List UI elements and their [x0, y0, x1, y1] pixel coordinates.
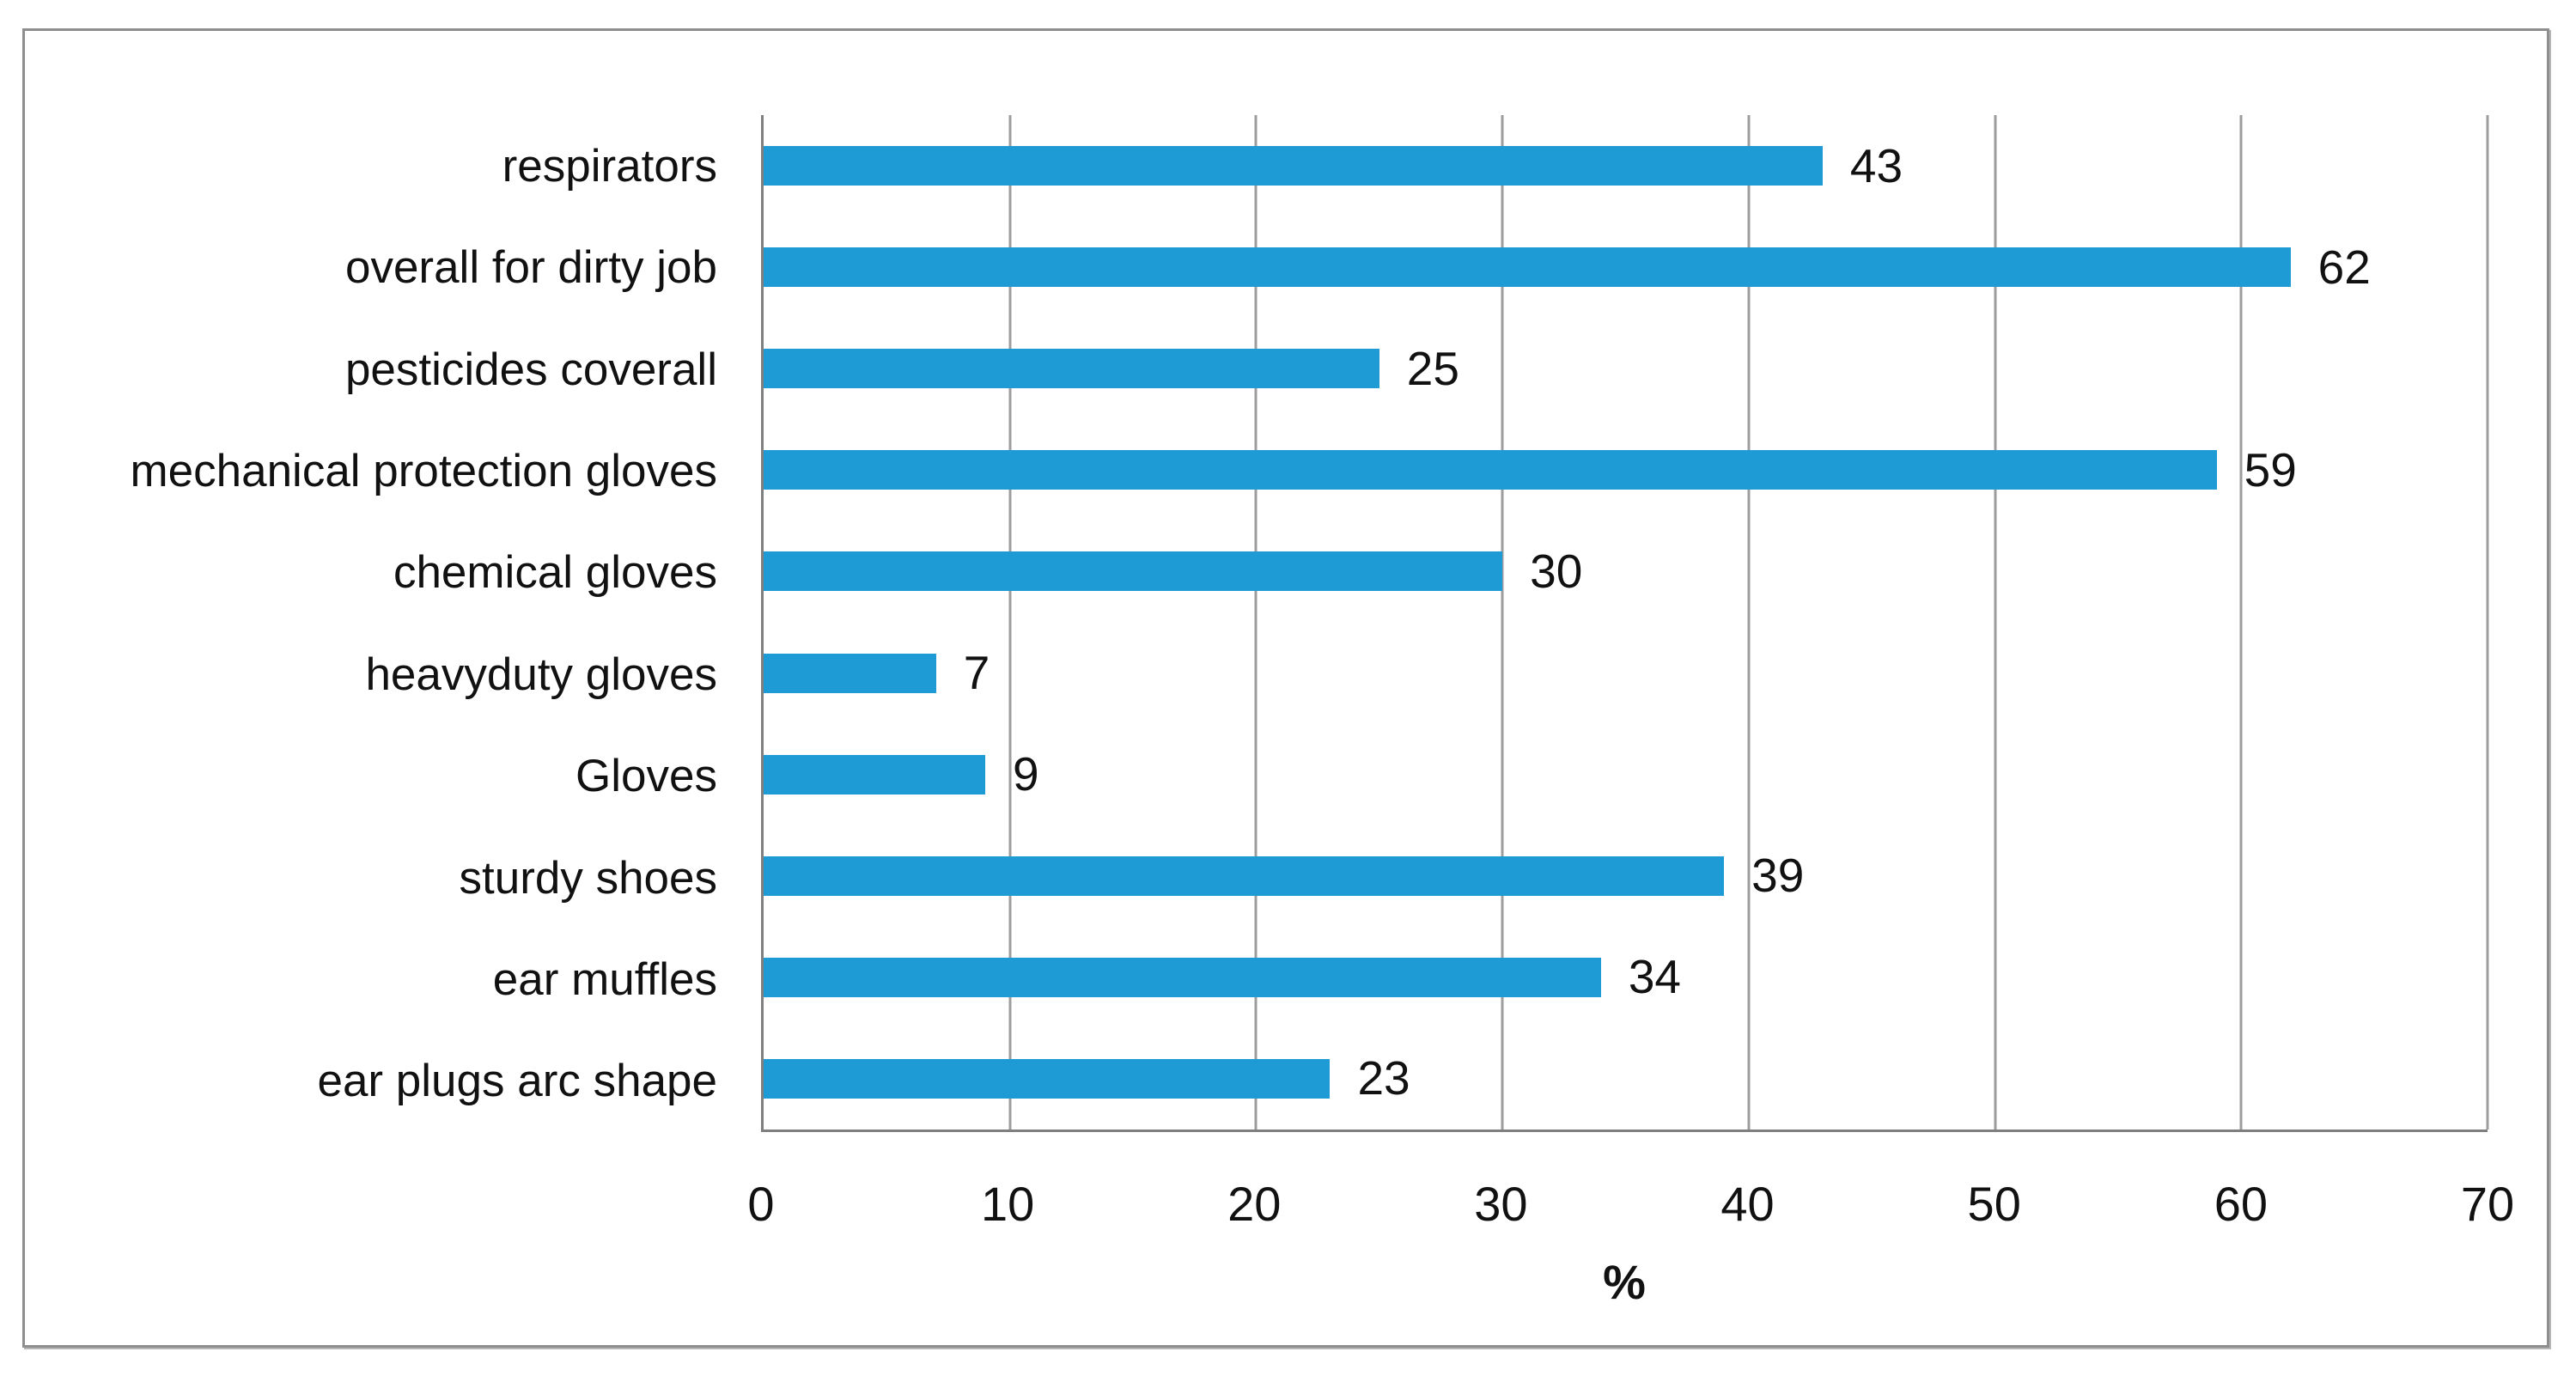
- category-label: Gloves: [575, 751, 717, 802]
- bar: [764, 754, 986, 795]
- bar-row: 43: [764, 115, 2488, 216]
- gridline: [2239, 115, 2243, 1129]
- value-label: 7: [963, 646, 990, 700]
- x-tick-label: 30: [1474, 1177, 1528, 1231]
- bar: [764, 1058, 1331, 1099]
- x-tick-label: 0: [747, 1177, 775, 1231]
- bar-row: 23: [764, 1028, 2488, 1129]
- bar-row: 39: [764, 825, 2488, 927]
- bar-row: 9: [764, 724, 2488, 825]
- value-label: 30: [1530, 544, 1583, 598]
- value-label: 34: [1628, 950, 1682, 1004]
- gridline: [1747, 115, 1751, 1129]
- bar: [764, 450, 2217, 490]
- category-label: overall for dirty job: [344, 242, 717, 294]
- x-tick-label: 60: [2214, 1177, 2268, 1231]
- bar-row: 34: [764, 927, 2488, 1028]
- gridline: [1994, 115, 1997, 1129]
- value-label: 43: [1849, 138, 1903, 192]
- bar-rows-group: 43 62 25 59 30 7 9 39 34 23: [764, 115, 2488, 1129]
- bar: [764, 247, 2291, 288]
- bar-row: 25: [764, 318, 2488, 419]
- x-axis-tick-labels: 0 10 20 30 40 50 60 70: [747, 1170, 2514, 1239]
- category-label: heavyduty gloves: [365, 648, 717, 700]
- plot-area: 43 62 25 59 30 7 9 39 34 23: [761, 115, 2489, 1132]
- x-axis-title: %: [1603, 1255, 1646, 1309]
- category-label: mechanical protection gloves: [130, 445, 718, 496]
- category-label: sturdy shoes: [459, 852, 717, 904]
- bar-row: 62: [764, 216, 2488, 318]
- bar: [764, 855, 1725, 896]
- bar-row: 7: [764, 622, 2488, 723]
- x-tick-label: 20: [1227, 1177, 1282, 1231]
- gridline: [1501, 115, 1504, 1129]
- value-label: 23: [1357, 1051, 1410, 1105]
- category-label: ear muffles: [492, 953, 717, 1005]
- category-label: pesticides coverall: [344, 344, 717, 395]
- value-label: 9: [1013, 747, 1039, 801]
- value-label: 25: [1406, 341, 1459, 395]
- chart-frame: 43 62 25 59 30 7 9 39 34 23 respirators overall fo…: [22, 28, 2549, 1348]
- bar: [764, 957, 1601, 997]
- x-tick-label: 50: [1967, 1177, 2021, 1231]
- category-label: respirators: [502, 140, 717, 192]
- category-axis-labels: respirators overall for dirty job pesticid…: [56, 115, 718, 1132]
- gridline: [2486, 115, 2489, 1129]
- category-label: chemical gloves: [393, 547, 717, 599]
- bar: [764, 349, 1379, 389]
- value-label: 59: [2244, 442, 2297, 496]
- bar: [764, 551, 1503, 592]
- x-tick-label: 10: [980, 1177, 1035, 1231]
- bar-row: 59: [764, 419, 2488, 521]
- category-label: ear plugs arc shape: [317, 1056, 717, 1107]
- bar-row: 30: [764, 521, 2488, 622]
- x-tick-label: 40: [1720, 1177, 1775, 1231]
- gridline: [1254, 115, 1258, 1129]
- value-label: 39: [1751, 849, 1805, 903]
- bar: [764, 146, 1823, 186]
- x-tick-label: 70: [2460, 1177, 2515, 1231]
- value-label: 62: [2317, 240, 2371, 294]
- gridline: [1008, 115, 1012, 1129]
- bar: [764, 653, 936, 693]
